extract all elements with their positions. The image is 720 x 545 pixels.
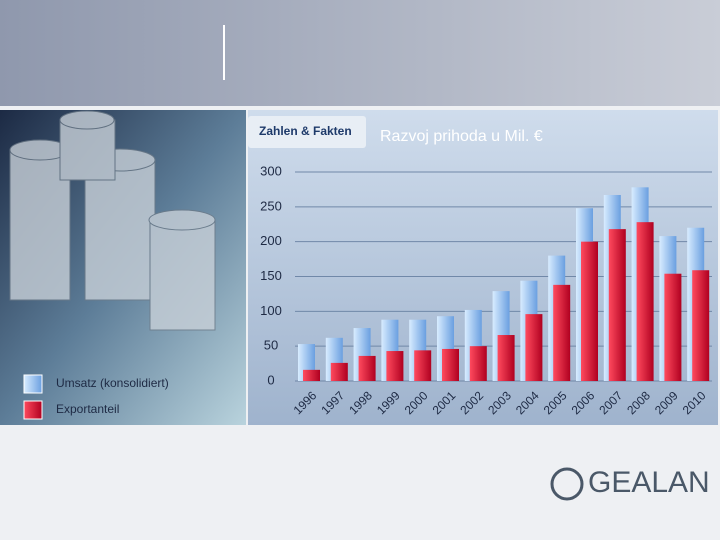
bar [692, 270, 710, 381]
bar [608, 229, 626, 381]
bar [664, 273, 682, 381]
bar [525, 314, 543, 381]
bar [497, 335, 515, 381]
legend-label: Exportanteil [56, 402, 119, 416]
bar [469, 346, 487, 381]
y-tick-label: 100 [260, 303, 282, 318]
legend-swatch [23, 374, 43, 394]
tab-label: Zahlen & Fakten [259, 124, 352, 138]
tab [248, 116, 366, 148]
bar [553, 284, 571, 381]
chart-title: Razvoj prihoda u Mil. € [380, 128, 543, 145]
legend-swatch [23, 400, 43, 420]
y-tick-label: 0 [267, 372, 274, 387]
header-band [0, 0, 720, 106]
bar [386, 351, 404, 381]
logo-mark [550, 467, 584, 501]
legend-label: Umsatz (konsolidiert) [56, 376, 169, 390]
y-tick-label: 250 [260, 198, 282, 213]
y-tick-label: 150 [260, 268, 282, 283]
bar [442, 348, 459, 381]
y-tick-label: 50 [264, 338, 278, 353]
y-tick-label: 300 [260, 163, 282, 178]
bar [303, 369, 320, 381]
y-tick-label: 200 [260, 233, 282, 248]
bar [581, 241, 598, 381]
logo: GEALAN [588, 466, 710, 499]
bar [414, 350, 432, 381]
bar [636, 222, 654, 381]
bar [330, 362, 348, 381]
coin-stacks [9, 110, 216, 331]
bar [358, 355, 376, 381]
